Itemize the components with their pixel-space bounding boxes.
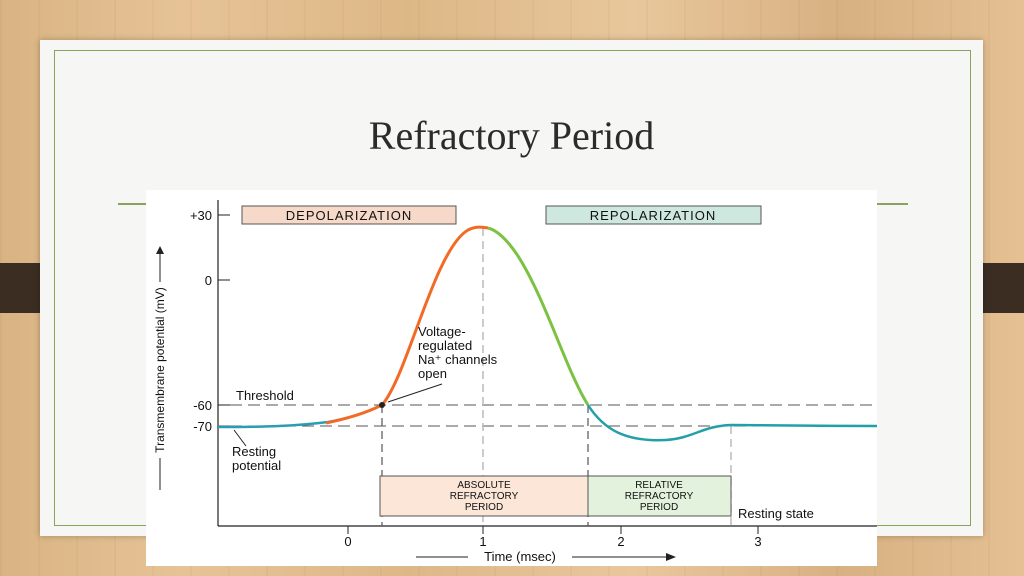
repolarization-header-box xyxy=(545,205,762,225)
title-rule-left xyxy=(118,203,148,205)
resting-potential-line1: Resting xyxy=(232,444,276,459)
na-label-line2: regulated xyxy=(418,338,472,353)
relative-refractory-line3: PERIOD xyxy=(640,502,678,513)
resting-potential-pointer xyxy=(233,429,247,447)
x-tick-label-3: 3 xyxy=(754,534,761,549)
x-tick-label-1: 1 xyxy=(479,534,486,549)
repolarization-curve xyxy=(487,226,590,406)
x-axis-arrow-head xyxy=(666,553,676,561)
slide-title: Refractory Period xyxy=(368,113,655,158)
relative-refractory-box xyxy=(587,475,732,517)
absolute-refractory-line3: PERIOD xyxy=(465,502,503,513)
repolarization-header: REPOLARIZATION xyxy=(590,208,716,223)
na-label-line1: Voltage- xyxy=(418,324,466,339)
resting-state-label: Resting state xyxy=(738,506,814,521)
y-tick-label-minus70: -70 xyxy=(193,419,212,434)
hyperpolarization-curve xyxy=(586,404,877,442)
x-axis-label: Time (msec) xyxy=(484,549,556,564)
action-potential-svg: DEPOLARIZATION REPOLARIZATION +30 0 -60 … xyxy=(153,200,877,564)
na-label-line4: open xyxy=(418,366,447,381)
na-label-pointer xyxy=(387,383,443,403)
relative-refractory-line1: RELATIVE xyxy=(635,480,683,491)
depolarization-header: DEPOLARIZATION xyxy=(286,208,412,223)
absolute-refractory-line2: REFRACTORY xyxy=(450,491,519,502)
action-potential-diagram: DEPOLARIZATION REPOLARIZATION +30 0 -60 … xyxy=(146,190,877,566)
depolarization-header-box xyxy=(241,205,457,225)
title-rule-right xyxy=(876,203,908,205)
depolarization-curve xyxy=(325,225,489,425)
threshold-label: Threshold xyxy=(236,388,294,403)
y-tick-label-0: 0 xyxy=(205,273,212,288)
y-tick-label-minus60: -60 xyxy=(193,398,212,413)
y-tick-label-30: +30 xyxy=(190,208,212,223)
x-tick-label-2: 2 xyxy=(617,534,624,549)
na-label-line3: Na⁺ channels xyxy=(418,352,498,367)
y-axis-arrow-head xyxy=(156,246,164,254)
resting-potential-line2: potential xyxy=(232,458,281,473)
x-tick-label-0: 0 xyxy=(344,534,351,549)
y-axis-label: Transmembrane potential (mV) xyxy=(153,287,167,453)
absolute-refractory-line1: ABSOLUTE xyxy=(457,480,511,491)
threshold-point xyxy=(379,402,385,408)
relative-refractory-line2: REFRACTORY xyxy=(625,491,694,502)
